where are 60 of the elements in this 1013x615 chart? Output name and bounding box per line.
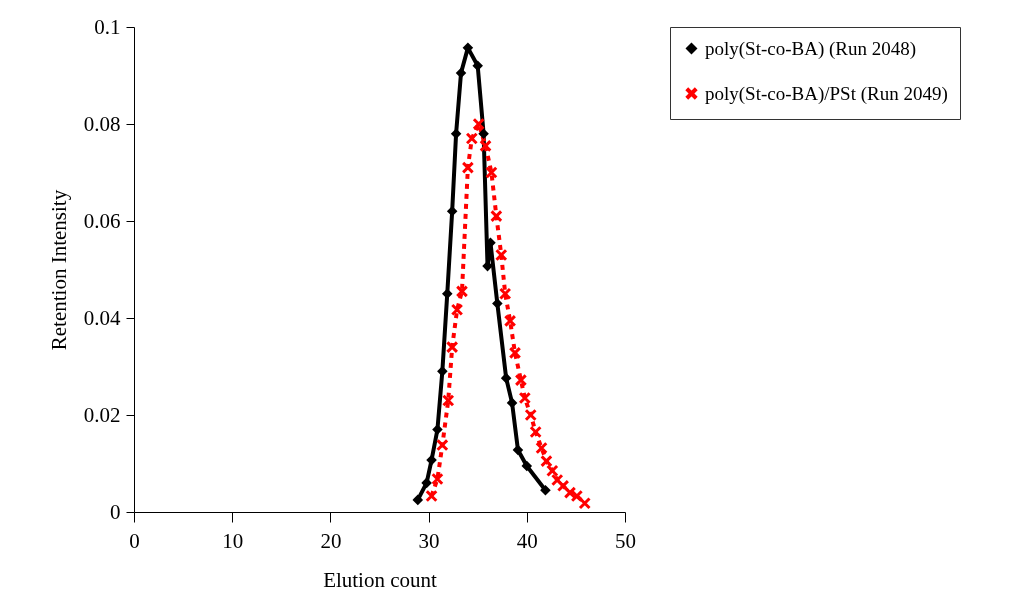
point bbox=[551, 473, 564, 487]
point bbox=[442, 289, 452, 299]
y-tick-label: 0.06 bbox=[83, 208, 121, 233]
x-tick-label: 30 bbox=[418, 528, 440, 553]
point bbox=[524, 408, 537, 422]
point bbox=[508, 346, 522, 360]
point bbox=[431, 472, 444, 486]
point bbox=[461, 161, 475, 174]
x-tick-label: 0 bbox=[129, 528, 140, 553]
point bbox=[529, 425, 542, 439]
point bbox=[485, 166, 498, 179]
point bbox=[514, 373, 528, 387]
point bbox=[456, 68, 466, 78]
point bbox=[507, 398, 517, 408]
point bbox=[540, 454, 553, 468]
point bbox=[455, 285, 469, 298]
point bbox=[432, 424, 443, 435]
point bbox=[450, 303, 464, 316]
point bbox=[492, 298, 502, 309]
point bbox=[498, 287, 512, 300]
point bbox=[478, 129, 489, 139]
point bbox=[425, 489, 438, 503]
point bbox=[513, 445, 523, 455]
point bbox=[479, 139, 492, 153]
point bbox=[495, 248, 508, 262]
point bbox=[482, 261, 493, 271]
point bbox=[503, 314, 517, 328]
y-axis-title: Retention Intensity bbox=[46, 189, 71, 351]
point bbox=[578, 497, 591, 510]
x-axis-title: Elution count bbox=[323, 567, 438, 592]
point bbox=[465, 132, 479, 145]
point bbox=[426, 455, 437, 465]
point bbox=[540, 485, 551, 495]
point bbox=[413, 495, 423, 505]
point bbox=[546, 464, 559, 478]
x-tick-label: 10 bbox=[222, 528, 244, 553]
point bbox=[518, 391, 532, 405]
point bbox=[445, 340, 459, 354]
point bbox=[442, 394, 455, 407]
y-tick-label: 0.08 bbox=[83, 111, 121, 136]
point bbox=[535, 441, 548, 455]
x-tick-label: 20 bbox=[320, 528, 342, 553]
point bbox=[473, 61, 483, 71]
y-tick-label: 0.1 bbox=[94, 14, 121, 39]
x-tick-label: 40 bbox=[516, 528, 538, 553]
y-tick-label: 0.02 bbox=[83, 402, 121, 427]
point bbox=[451, 129, 461, 139]
point bbox=[436, 438, 449, 452]
x-tick-label: 50 bbox=[615, 528, 636, 553]
y-tick-label: 0 bbox=[110, 499, 121, 524]
point bbox=[447, 206, 457, 216]
point bbox=[421, 478, 432, 488]
point bbox=[522, 461, 532, 471]
point bbox=[490, 209, 503, 223]
legend-label: poly(St-co-BA) (Run 2048) bbox=[705, 37, 917, 60]
point bbox=[472, 117, 485, 131]
point bbox=[556, 479, 570, 493]
point bbox=[501, 373, 511, 383]
y-tick-label: 0.04 bbox=[83, 305, 121, 330]
legend-label: poly(St-co-BA)/PSt (Run 2049) bbox=[705, 82, 948, 105]
